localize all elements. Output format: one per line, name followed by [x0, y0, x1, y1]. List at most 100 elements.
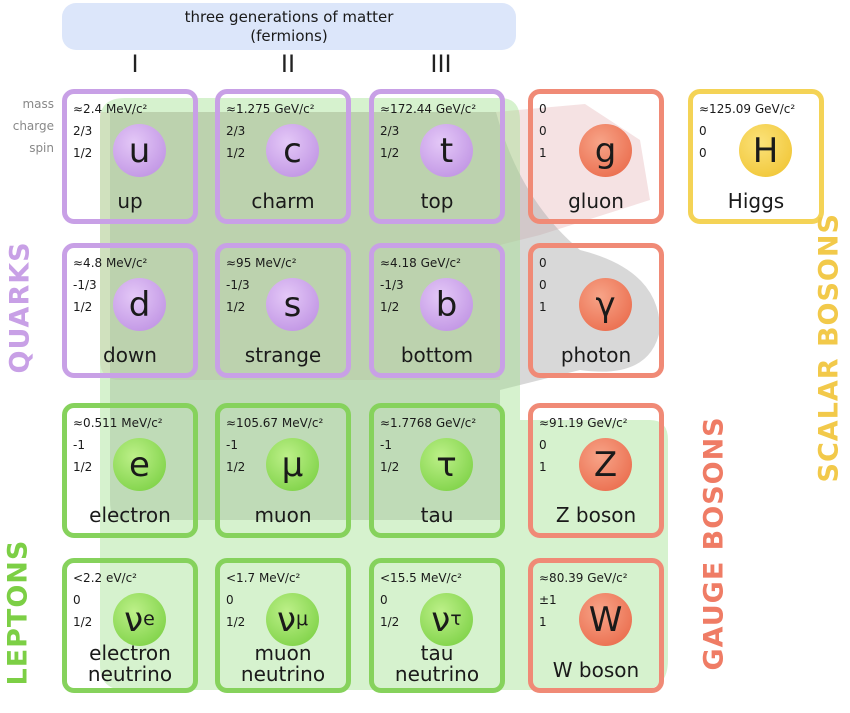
- symbol-subscript: e: [143, 608, 155, 630]
- mass-value: ≈91.19 GeV/c²: [539, 416, 628, 430]
- particle-symbol: γ: [579, 278, 632, 331]
- charge-value: ±1: [539, 593, 557, 607]
- particle-symbol: b: [420, 278, 473, 331]
- particle-symbol: μ: [266, 438, 319, 491]
- name-line-1: electron: [89, 641, 171, 665]
- charge-value: -1: [73, 438, 85, 452]
- particle-name: Higgs: [727, 189, 785, 213]
- charge-value: 0: [539, 124, 547, 138]
- particle-cell-up: ≈2.4 MeV/c² 2/3 1/2 u up: [62, 89, 198, 224]
- particle-cell-down: ≈4.8 MeV/c² -1/3 1/2 d down: [62, 243, 198, 378]
- particle-cell-bottom: ≈4.18 GeV/c² -1/3 1/2 b bottom: [369, 243, 505, 378]
- charge-value: 0: [539, 438, 547, 452]
- spin-value: 1: [539, 300, 547, 314]
- charge-value: -1/3: [226, 278, 250, 292]
- particle-symbol: g: [579, 124, 632, 177]
- particle-name: tau neutrino: [374, 643, 500, 685]
- generation-1-label: I: [131, 50, 139, 78]
- mass-value: 0: [539, 102, 547, 116]
- particle-name: electron: [89, 503, 171, 527]
- particle-symbol: τ: [420, 438, 473, 491]
- charge-value: 2/3: [226, 124, 246, 138]
- spin-value: 1/2: [73, 615, 93, 629]
- particle-name: tau: [420, 503, 454, 527]
- charge-value: 2/3: [73, 124, 93, 138]
- header-line-1: three generations of matter: [184, 7, 394, 26]
- mass-value: ≈2.4 MeV/c²: [73, 102, 148, 116]
- particle-symbol: t: [420, 124, 473, 177]
- particle-name: up: [117, 189, 143, 213]
- charge-value: 0: [539, 278, 547, 292]
- particle-cell-w-boson: ≈80.39 GeV/c² ±1 1 W W boson: [528, 558, 664, 693]
- charge-value: 0: [73, 593, 81, 607]
- particle-name: down: [103, 343, 157, 367]
- particle-name: photon: [560, 343, 632, 367]
- symbol-subscript: μ: [295, 608, 309, 630]
- spin-value: 1/2: [73, 146, 93, 160]
- particle-cell-charm: ≈1.275 GeV/c² 2/3 1/2 c charm: [215, 89, 351, 224]
- mass-value: ≈172.44 GeV/c²: [380, 102, 477, 116]
- header-line-2: (fermions): [250, 26, 328, 45]
- particle-symbol: e: [113, 438, 166, 491]
- particle-symbol: W: [579, 593, 632, 646]
- leptons-label: LEPTONS: [2, 539, 34, 686]
- particle-cell-electron: ≈0.511 MeV/c² -1 1/2 e electron: [62, 403, 198, 538]
- mass-value: ≈80.39 GeV/c²: [539, 571, 628, 585]
- name-line-2: neutrino: [240, 662, 326, 686]
- particle-cell-muon: ≈105.67 MeV/c² -1 1/2 μ muon: [215, 403, 351, 538]
- symbol-base: ν: [124, 599, 144, 640]
- mass-value: ≈125.09 GeV/c²: [699, 102, 796, 116]
- name-line-2: neutrino: [394, 662, 480, 686]
- mass-value: ≈95 MeV/c²: [226, 256, 297, 270]
- name-line-1: muon: [254, 641, 312, 665]
- particle-symbol: c: [266, 124, 319, 177]
- charge-value: 0: [380, 593, 388, 607]
- generation-2-label: II: [280, 50, 296, 78]
- particle-name: bottom: [400, 343, 474, 367]
- spin-value: 0: [699, 146, 707, 160]
- particle-name: electron neutrino: [67, 643, 193, 685]
- mass-value: 0: [539, 256, 547, 270]
- mass-value: ≈0.511 MeV/c²: [73, 416, 163, 430]
- spin-value: 1: [539, 146, 547, 160]
- particle-cell-tau: ≈1.7768 GeV/c² -1 1/2 τ tau: [369, 403, 505, 538]
- spin-value: 1/2: [73, 300, 93, 314]
- spin-value: 1/2: [226, 615, 246, 629]
- particle-symbol: s: [266, 278, 319, 331]
- spin-value: 1/2: [226, 460, 246, 474]
- mass-value: ≈1.7768 GeV/c²: [380, 416, 477, 430]
- quarks-label: QUARKS: [4, 241, 36, 374]
- charge-value: -1/3: [380, 278, 404, 292]
- spin-value: 1/2: [380, 146, 400, 160]
- particle-name: muon: [254, 503, 312, 527]
- symbol-subscript: τ: [450, 608, 462, 630]
- generation-3-label: III: [430, 50, 452, 78]
- mass-value: ≈105.67 MeV/c²: [226, 416, 324, 430]
- particle-symbol: Z: [579, 438, 632, 491]
- particle-symbol: H: [739, 124, 792, 177]
- mass-value: <1.7 MeV/c²: [226, 571, 301, 585]
- particle-cell-z-boson: ≈91.19 GeV/c² 0 1 Z Z boson: [528, 403, 664, 538]
- strong-interaction-region: [100, 104, 650, 380]
- particle-cell-photon: 0 0 1 γ photon: [528, 243, 664, 378]
- electromagnetic-region: [110, 112, 660, 520]
- spin-value: 1/2: [226, 146, 246, 160]
- gauge-bosons-label: GAUGE BOSONS: [698, 416, 730, 671]
- spin-value: 1: [539, 615, 547, 629]
- spin-value: 1/2: [380, 300, 400, 314]
- mass-label: mass: [22, 97, 54, 111]
- particle-cell-strange: ≈95 MeV/c² -1/3 1/2 s strange: [215, 243, 351, 378]
- charge-value: 2/3: [380, 124, 400, 138]
- particle-name: charm: [251, 189, 315, 213]
- mass-value: <2.2 eV/c²: [73, 571, 137, 585]
- particle-name: gluon: [568, 189, 624, 213]
- particle-name: strange: [244, 343, 322, 367]
- symbol-base: ν: [431, 599, 451, 640]
- spin-label: spin: [29, 141, 54, 155]
- mass-value: ≈1.275 GeV/c²: [226, 102, 315, 116]
